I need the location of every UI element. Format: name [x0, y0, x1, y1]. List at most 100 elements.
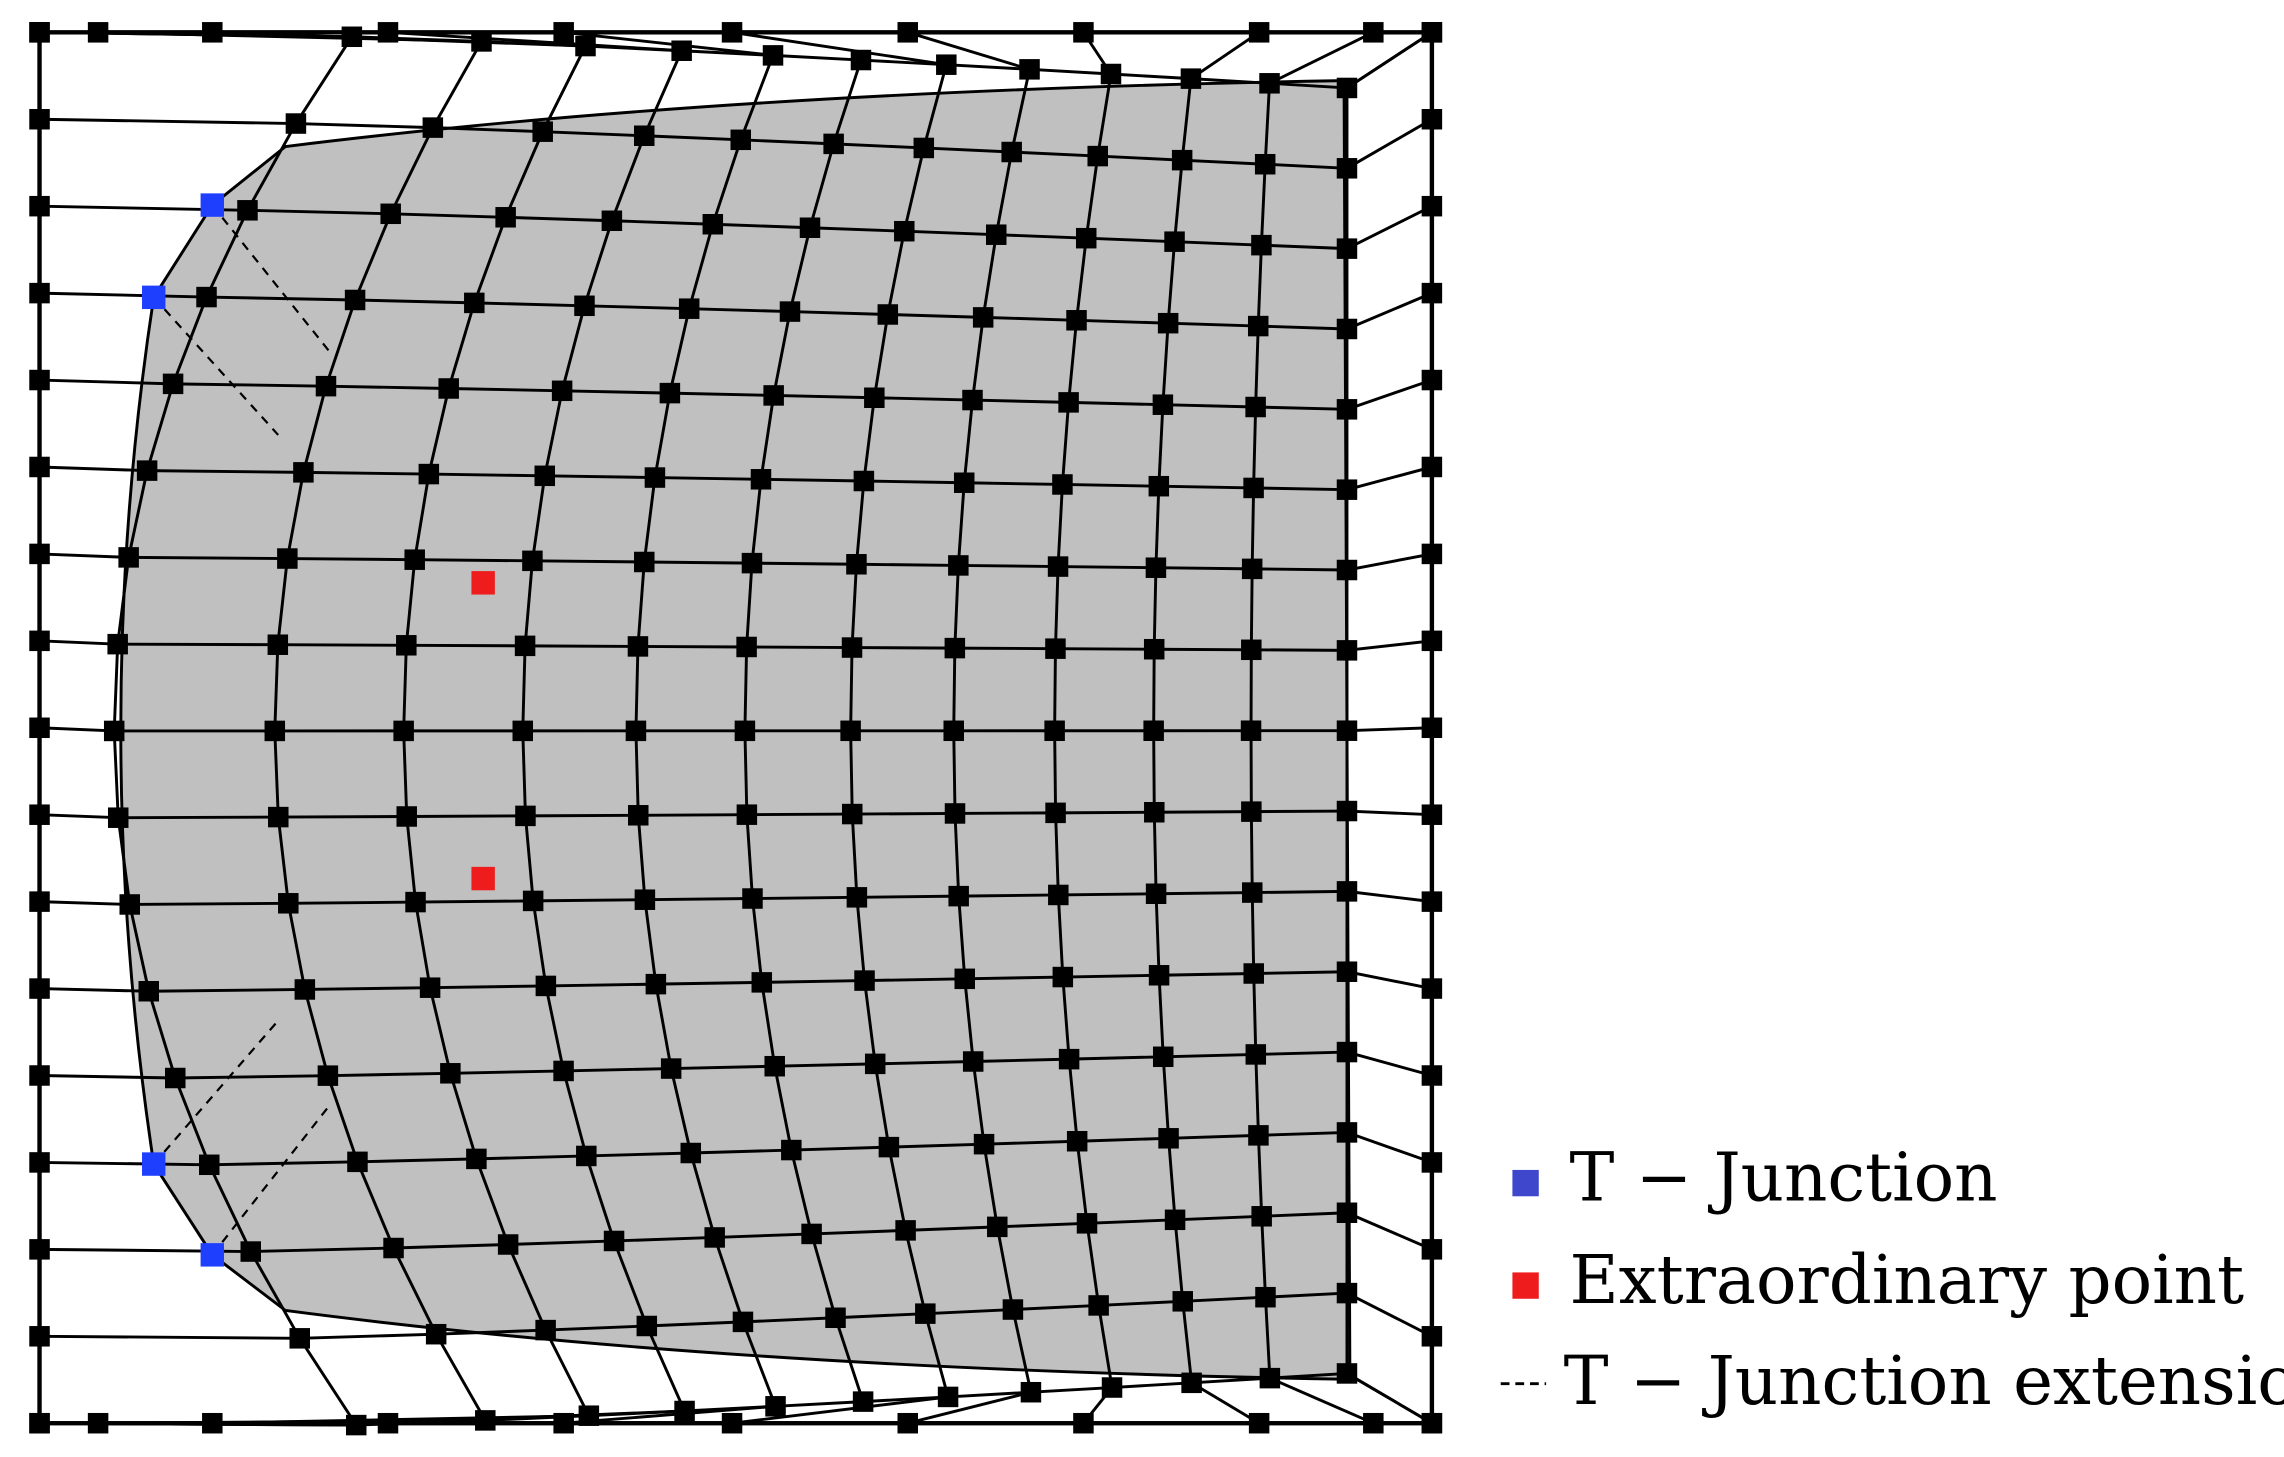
mesh-node: [943, 720, 964, 742]
mesh-node: [944, 803, 966, 824]
mesh-node: [850, 49, 872, 71]
mesh-node: [405, 891, 426, 913]
mesh-node: [1058, 392, 1079, 413]
mesh-node: [913, 137, 935, 159]
t-junction-node: [142, 285, 166, 310]
mesh-node: [268, 806, 289, 828]
mesh-node: [264, 720, 286, 742]
mesh-node: [877, 304, 899, 325]
mesh: [29, 22, 1443, 1436]
mesh-node: [119, 894, 140, 915]
mesh-node: [1143, 638, 1165, 660]
legend-swatch-red: [1512, 1272, 1539, 1299]
mesh-node: [344, 289, 366, 311]
t-junction-node: [200, 1243, 225, 1267]
mesh-node: [1336, 1282, 1358, 1304]
mesh-node: [1254, 153, 1276, 175]
mesh-node: [987, 1216, 1008, 1238]
mesh-node: [936, 54, 957, 75]
mesh-node: [136, 460, 158, 481]
frame-edge: [1346, 1131, 1433, 1164]
mesh-node: [404, 549, 425, 570]
mesh-edge: [148, 970, 1348, 993]
mesh-node: [497, 1234, 519, 1255]
mesh-node: [1336, 1363, 1358, 1384]
frame-edge: [39, 1160, 210, 1167]
mesh-node: [317, 1065, 339, 1086]
mesh-node: [1336, 1122, 1358, 1143]
mesh-node: [1002, 1299, 1024, 1320]
mesh-node: [763, 385, 784, 406]
mesh-node: [464, 292, 485, 314]
mesh-node: [277, 548, 298, 569]
frame-edge: [1346, 970, 1433, 990]
mesh-node: [660, 1058, 682, 1079]
mesh-node: [1045, 802, 1066, 824]
mesh-node: [1066, 310, 1087, 331]
mesh-node: [1180, 68, 1202, 89]
mesh-node: [944, 637, 966, 659]
frame-edge: [563, 30, 774, 57]
mesh-node: [948, 885, 969, 907]
mesh-node: [1336, 158, 1358, 179]
mesh-node: [985, 224, 1007, 245]
mesh-node: [1143, 720, 1164, 741]
mesh-node: [644, 467, 666, 488]
mesh-node: [471, 31, 492, 52]
frame-edge: [1346, 378, 1433, 411]
mesh-node: [237, 200, 258, 221]
mesh-node: [1242, 882, 1263, 903]
mesh-node: [972, 307, 994, 328]
mesh-node: [1251, 234, 1272, 256]
frame-edge: [1346, 31, 1433, 90]
mesh-node: [551, 380, 573, 402]
mesh-node: [678, 298, 700, 319]
mesh-node: [575, 35, 596, 57]
mesh-node: [294, 979, 316, 1000]
mesh-node: [1020, 1381, 1042, 1403]
mesh-node: [601, 210, 623, 232]
mesh-node: [138, 980, 160, 1002]
mesh-node: [915, 1303, 936, 1324]
mesh-node: [103, 720, 125, 742]
mesh-node: [659, 382, 681, 404]
mesh-node: [634, 889, 656, 910]
mesh-edge: [128, 555, 1347, 572]
mesh-node: [840, 720, 861, 742]
mesh-node: [396, 635, 417, 656]
mesh-node: [383, 1237, 404, 1259]
frame-edge: [1268, 31, 1374, 85]
frame-edge: [39, 987, 149, 993]
frame-edge: [1346, 291, 1433, 331]
mesh-node: [954, 968, 975, 990]
frame-edge: [907, 30, 1030, 71]
mesh-node: [1336, 479, 1358, 500]
frame-edge: [39, 117, 296, 126]
mesh-node: [1152, 394, 1174, 415]
mesh-node: [628, 805, 649, 826]
mesh-node: [1152, 1046, 1174, 1068]
frame-edge: [1346, 1211, 1433, 1251]
mesh-node: [347, 1151, 368, 1173]
mesh-node: [895, 1220, 916, 1241]
mesh-node: [466, 1148, 487, 1170]
frame-edge: [39, 1074, 176, 1080]
outer-frame: [37, 30, 1435, 1426]
mesh-node: [973, 1133, 995, 1155]
mesh-node: [894, 220, 915, 242]
frame-edge: [39, 378, 174, 386]
mesh-node: [636, 1315, 658, 1337]
mesh-node: [634, 125, 655, 146]
mesh-node: [1148, 475, 1170, 497]
frame-edge: [1346, 117, 1433, 170]
legend-label: Extraordinary point: [1570, 1240, 2245, 1319]
mesh-node: [645, 973, 667, 995]
frame-edge: [39, 291, 207, 299]
mesh-node: [1145, 557, 1167, 578]
frame-edge: [39, 813, 119, 820]
mesh-node: [846, 554, 867, 575]
mesh-node: [1336, 238, 1358, 259]
extraordinary-node: [471, 866, 495, 891]
mesh-node: [765, 1396, 786, 1417]
